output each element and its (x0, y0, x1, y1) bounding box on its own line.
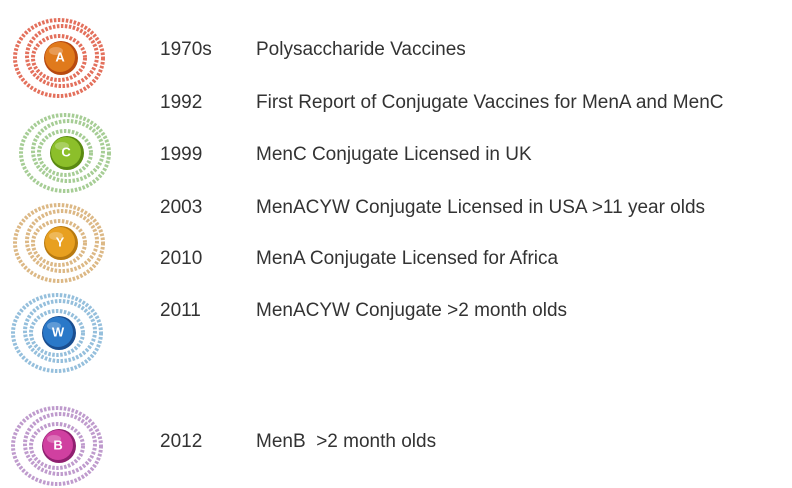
event: MenB >2 month olds (256, 431, 436, 452)
event: MenACYW Conjugate Licensed in USA >11 ye… (256, 197, 705, 218)
icon: W (13, 295, 101, 371)
icon-label: Y (56, 234, 65, 249)
year: 2012 (160, 431, 202, 452)
event: MenACYW Conjugate >2 month olds (256, 300, 567, 321)
icon-label: W (52, 324, 65, 339)
icon: B (13, 408, 101, 484)
icon: C (21, 115, 109, 191)
icon-label: A (55, 49, 65, 64)
icon: Y (15, 205, 103, 281)
event: Polysaccharide Vaccines (256, 39, 466, 60)
event: First Report of Conjugate Vaccines for M… (256, 92, 724, 113)
year: 1999 (160, 144, 202, 165)
event: MenA Conjugate Licensed for Africa (256, 248, 559, 269)
year: 1992 (160, 92, 202, 113)
year: 2003 (160, 197, 202, 218)
timeline-diagram: A C Y W B 1970s Polysaccharide Vaccines 1992 Fir… (0, 0, 792, 488)
icon-label: C (61, 144, 71, 159)
icon: A (15, 20, 103, 96)
year: 1970s (160, 39, 212, 60)
event: MenC Conjugate Licensed in UK (256, 144, 532, 165)
icon-label: B (53, 437, 62, 452)
year: 2010 (160, 248, 202, 269)
year: 2011 (160, 300, 201, 321)
